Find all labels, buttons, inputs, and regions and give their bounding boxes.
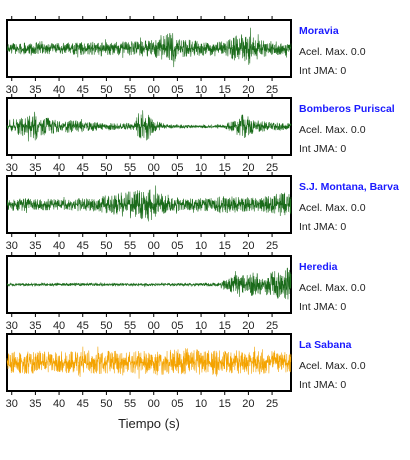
tick-label: 30 bbox=[6, 320, 18, 332]
tick-label: 50 bbox=[100, 398, 112, 410]
tick-label: 15 bbox=[219, 398, 231, 410]
int-jma-text: Int JMA: 0 bbox=[299, 301, 346, 313]
tick-label: 30 bbox=[6, 84, 18, 96]
tick-label: 05 bbox=[171, 398, 183, 410]
tick-label: 20 bbox=[242, 398, 254, 410]
tick-label: 35 bbox=[29, 84, 41, 96]
tick-label: 00 bbox=[148, 84, 160, 96]
tick-label: 05 bbox=[171, 162, 183, 174]
tick-label: 40 bbox=[53, 84, 65, 96]
tick-label: 40 bbox=[53, 240, 65, 252]
tick-label: 35 bbox=[29, 162, 41, 174]
tick-label: 05 bbox=[171, 320, 183, 332]
accel-max-text: Acel. Max. 0.0 bbox=[299, 46, 366, 58]
tick-label: 45 bbox=[77, 398, 89, 410]
station-name: Moravia bbox=[299, 25, 339, 37]
tick-label: 30 bbox=[6, 240, 18, 252]
tick-label: 40 bbox=[53, 320, 65, 332]
accel-max-text: Acel. Max. 0.0 bbox=[299, 282, 366, 294]
tick-label: 00 bbox=[148, 162, 160, 174]
int-jma-text: Int JMA: 0 bbox=[299, 143, 346, 155]
x-axis-title: Tiempo (s) bbox=[118, 416, 180, 431]
tick-label: 25 bbox=[266, 84, 278, 96]
tick-label: 35 bbox=[29, 320, 41, 332]
accel-max-text: Acel. Max. 0.0 bbox=[299, 202, 366, 214]
waveform-trace bbox=[6, 110, 292, 142]
tick-label: 10 bbox=[195, 320, 207, 332]
tick-label: 10 bbox=[195, 162, 207, 174]
tick-label: 45 bbox=[77, 240, 89, 252]
tick-label: 55 bbox=[124, 320, 136, 332]
panel-5: 30 35 40 45 50 55 00 05 10 15 20 25 La Sabana Acel. M… bbox=[6, 330, 366, 410]
tick-label: 35 bbox=[29, 240, 41, 252]
waveform-trace bbox=[6, 267, 292, 300]
tick-label: 20 bbox=[242, 320, 254, 332]
tick-label: 25 bbox=[266, 320, 278, 332]
accel-max-text: Acel. Max. 0.0 bbox=[299, 124, 366, 136]
tick-label: 05 bbox=[171, 240, 183, 252]
tick-label: 15 bbox=[219, 320, 231, 332]
tick-label: 25 bbox=[266, 240, 278, 252]
tick-label: 30 bbox=[6, 398, 18, 410]
panel-1: 30 35 40 45 50 55 00 05 10 15 20 25 Moravia Acel. Max… bbox=[6, 16, 366, 96]
tick-label: 55 bbox=[124, 240, 136, 252]
station-name: S.J. Montana, Barva bbox=[299, 181, 399, 193]
tick-label: 05 bbox=[171, 84, 183, 96]
int-jma-text: Int JMA: 0 bbox=[299, 379, 346, 391]
tick-label: 40 bbox=[53, 162, 65, 174]
tick-label: 10 bbox=[195, 398, 207, 410]
tick-label: 40 bbox=[53, 398, 65, 410]
tick-label: 55 bbox=[124, 162, 136, 174]
tick-label: 45 bbox=[77, 320, 89, 332]
accel-max-text: Acel. Max. 0.0 bbox=[299, 360, 366, 372]
panel-4: 30 35 40 45 50 55 00 05 10 15 20 25 Heredia Acel. Max… bbox=[6, 252, 366, 332]
tick-label: 50 bbox=[100, 162, 112, 174]
tick-label: 45 bbox=[77, 162, 89, 174]
panel-2: 30 35 40 45 50 55 00 05 10 15 20 25 Bomberos Purisca… bbox=[6, 94, 395, 174]
tick-label: 50 bbox=[100, 84, 112, 96]
tick-label: 50 bbox=[100, 240, 112, 252]
tick-label: 25 bbox=[266, 162, 278, 174]
station-name: La Sabana bbox=[299, 339, 352, 351]
tick-label: 50 bbox=[100, 320, 112, 332]
tick-label: 10 bbox=[195, 240, 207, 252]
panel-3: 30 35 40 45 50 55 00 05 10 15 20 25 S.J. Montana, Ba… bbox=[6, 172, 399, 252]
tick-label: 00 bbox=[148, 398, 160, 410]
int-jma-text: Int JMA: 0 bbox=[299, 65, 346, 77]
tick-label: 25 bbox=[266, 398, 278, 410]
tick-label: 55 bbox=[124, 398, 136, 410]
station-name: Heredia bbox=[299, 261, 338, 273]
tick-label: 15 bbox=[219, 84, 231, 96]
tick-label: 00 bbox=[148, 240, 160, 252]
station-name: Bomberos Puriscal bbox=[299, 103, 395, 115]
waveform-trace bbox=[6, 346, 292, 379]
int-jma-text: Int JMA: 0 bbox=[299, 221, 346, 233]
tick-label: 35 bbox=[29, 398, 41, 410]
tick-label: 20 bbox=[242, 240, 254, 252]
tick-label: 45 bbox=[77, 84, 89, 96]
tick-label: 15 bbox=[219, 162, 231, 174]
tick-label: 10 bbox=[195, 84, 207, 96]
tick-label: 20 bbox=[242, 84, 254, 96]
tick-label: 00 bbox=[148, 320, 160, 332]
tick-label: 20 bbox=[242, 162, 254, 174]
waveform-trace bbox=[6, 185, 292, 222]
tick-label: 55 bbox=[124, 84, 136, 96]
waveform-trace bbox=[6, 27, 292, 68]
tick-label: 30 bbox=[6, 162, 18, 174]
tick-label: 15 bbox=[219, 240, 231, 252]
